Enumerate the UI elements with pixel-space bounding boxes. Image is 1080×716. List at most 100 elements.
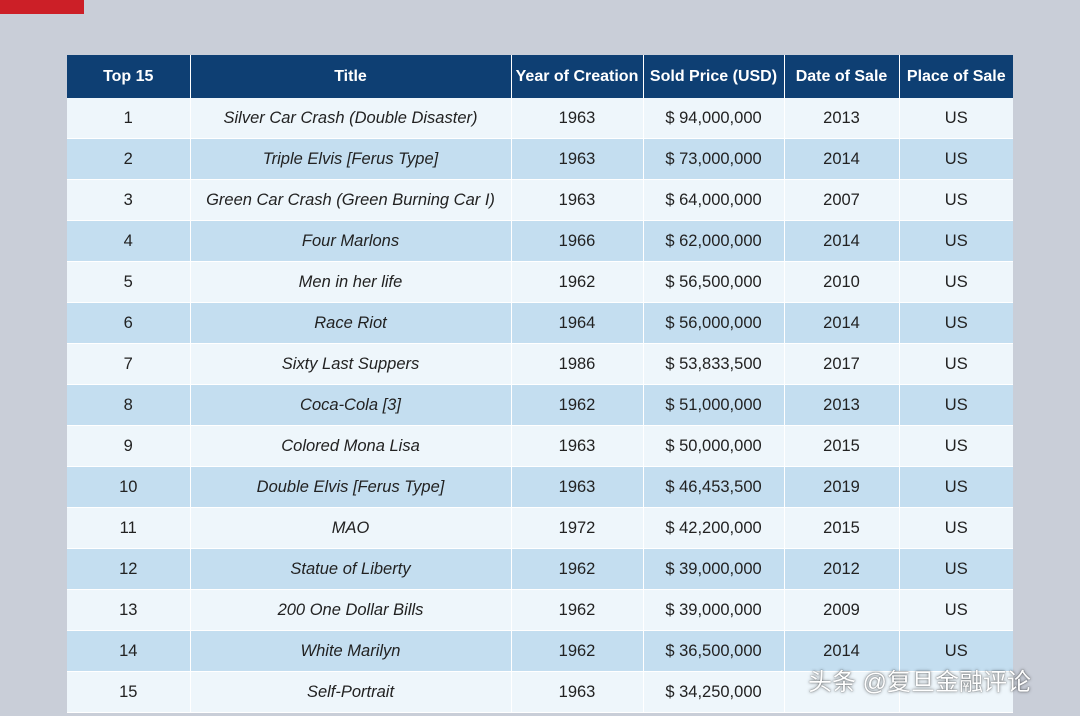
table-row: 10 Double Elvis [Ferus Type] 1963 $ 46,453,… <box>67 466 1013 508</box>
header-rank: Top 15 <box>67 55 191 98</box>
sales-table-container: Top 15 Title Year of Creation Sold Price… <box>67 55 1013 713</box>
header-price: Sold Price (USD) <box>643 55 785 98</box>
table-row: 13 200 One Dollar Bills 1962 $ 39,000,000 20… <box>67 589 1013 631</box>
cell-rank: 5 <box>67 261 191 303</box>
header-date: Date of Sale <box>784 55 900 98</box>
cell-year: 1986 <box>511 343 644 385</box>
table-row: 6 Race Riot 1964 $ 56,000,000 2014 US <box>67 302 1013 344</box>
cell-rank: 2 <box>67 138 191 180</box>
cell-date: 2007 <box>784 179 900 221</box>
cell-title: White Marilyn <box>190 630 512 672</box>
cell-rank: 10 <box>67 466 191 508</box>
cell-rank: 15 <box>67 671 191 713</box>
cell-title: MAO <box>190 507 512 549</box>
table-row: 4 Four Marlons 1966 $ 62,000,000 2014 US <box>67 220 1013 262</box>
cell-year: 1963 <box>511 466 644 508</box>
cell-place: US <box>899 507 1013 549</box>
cell-year: 1962 <box>511 630 644 672</box>
cell-year: 1963 <box>511 671 644 713</box>
cell-date: 2014 <box>784 220 900 262</box>
cell-title: Green Car Crash (Green Burning Car I) <box>190 179 512 221</box>
cell-price: $ 39,000,000 <box>643 548 785 590</box>
table-row: 5 Men in her life 1962 $ 56,500,000 2010 US <box>67 261 1013 303</box>
cell-title: Triple Elvis [Ferus Type] <box>190 138 512 180</box>
cell-rank: 6 <box>67 302 191 344</box>
table-row: 9 Colored Mona Lisa 1963 $ 50,000,000 2015 US <box>67 425 1013 467</box>
cell-place: US <box>899 179 1013 221</box>
cell-place: US <box>899 98 1013 139</box>
cell-place: US <box>899 425 1013 467</box>
cell-rank: 14 <box>67 630 191 672</box>
cell-price: $ 94,000,000 <box>643 98 785 139</box>
table-row: 14 White Marilyn 1962 $ 36,500,000 2014 US <box>67 630 1013 672</box>
cell-title: Sixty Last Suppers <box>190 343 512 385</box>
table-row: 8 Coca-Cola [3] 1962 $ 51,000,000 2013 US <box>67 384 1013 426</box>
cell-title: 200 One Dollar Bills <box>190 589 512 631</box>
cell-title: Race Riot <box>190 302 512 344</box>
cell-place: US <box>899 138 1013 180</box>
table-header-row: Top 15 Title Year of Creation Sold Price… <box>67 55 1013 98</box>
cell-price: $ 64,000,000 <box>643 179 785 221</box>
cell-price: $ 34,250,000 <box>643 671 785 713</box>
cell-place: US <box>899 548 1013 590</box>
table-row: 15 Self-Portrait 1963 $ 34,250,000 <box>67 671 1013 713</box>
cell-date: 2013 <box>784 98 900 139</box>
cell-date: 2012 <box>784 548 900 590</box>
cell-place: US <box>899 302 1013 344</box>
cell-date: 2013 <box>784 384 900 426</box>
cell-price: $ 50,000,000 <box>643 425 785 467</box>
cell-date: 2014 <box>784 138 900 180</box>
cell-rank: 13 <box>67 589 191 631</box>
cell-price: $ 36,500,000 <box>643 630 785 672</box>
watermark: 头条 @复旦金融评论 <box>808 669 1032 696</box>
cell-price: $ 46,453,500 <box>643 466 785 508</box>
table-row: 3 Green Car Crash (Green Burning Car I) 19… <box>67 179 1013 221</box>
cell-year: 1962 <box>511 261 644 303</box>
cell-title: Self-Portrait <box>190 671 512 713</box>
header-year: Year of Creation <box>511 55 644 98</box>
cell-year: 1966 <box>511 220 644 262</box>
cell-year: 1972 <box>511 507 644 549</box>
header-title: Title <box>190 55 512 98</box>
cell-rank: 9 <box>67 425 191 467</box>
cell-price: $ 56,000,000 <box>643 302 785 344</box>
table-row: 2 Triple Elvis [Ferus Type] 1963 $ 73,000,0… <box>67 138 1013 180</box>
cell-place: US <box>899 384 1013 426</box>
cell-rank: 1 <box>67 98 191 139</box>
cell-year: 1962 <box>511 589 644 631</box>
table-row: 11 MAO 1972 $ 42,200,000 2015 US <box>67 507 1013 549</box>
cell-price: $ 42,200,000 <box>643 507 785 549</box>
cell-rank: 11 <box>67 507 191 549</box>
cell-date: 2010 <box>784 261 900 303</box>
cell-place: US <box>899 220 1013 262</box>
sales-table: Top 15 Title Year of Creation Sold Price… <box>67 55 1013 713</box>
cell-title: Statue of Liberty <box>190 548 512 590</box>
cell-price: $ 56,500,000 <box>643 261 785 303</box>
table-body: 1 Silver Car Crash (Double Disaster) 1963 $… <box>67 98 1013 713</box>
cell-place: US <box>899 261 1013 303</box>
cell-date <box>784 671 900 713</box>
cell-place: US <box>899 630 1013 672</box>
cell-date: 2019 <box>784 466 900 508</box>
cell-rank: 8 <box>67 384 191 426</box>
cell-year: 1963 <box>511 98 644 139</box>
cell-date: 2014 <box>784 630 900 672</box>
cell-price: $ 51,000,000 <box>643 384 785 426</box>
cell-date: 2015 <box>784 425 900 467</box>
cell-year: 1963 <box>511 138 644 180</box>
cell-rank: 12 <box>67 548 191 590</box>
cell-place: US <box>899 589 1013 631</box>
cell-title: Silver Car Crash (Double Disaster) <box>190 98 512 139</box>
cell-title: Double Elvis [Ferus Type] <box>190 466 512 508</box>
header-place: Place of Sale <box>899 55 1013 98</box>
cell-date: 2015 <box>784 507 900 549</box>
cell-year: 1962 <box>511 384 644 426</box>
cell-date: 2014 <box>784 302 900 344</box>
cell-year: 1964 <box>511 302 644 344</box>
cell-place: US <box>899 466 1013 508</box>
cell-price: $ 39,000,000 <box>643 589 785 631</box>
cell-rank: 3 <box>67 179 191 221</box>
cell-place <box>899 671 1013 713</box>
cell-title: Men in her life <box>190 261 512 303</box>
cell-year: 1963 <box>511 179 644 221</box>
